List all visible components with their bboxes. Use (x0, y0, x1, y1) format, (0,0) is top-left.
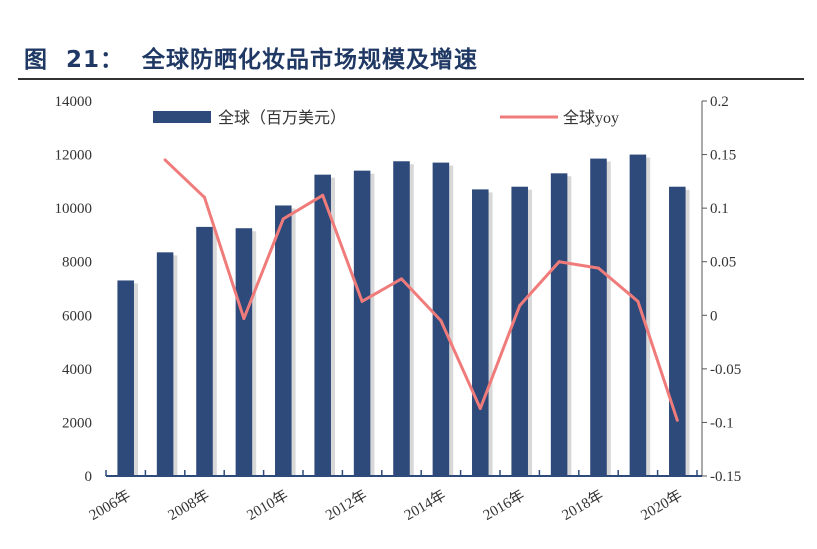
y-left-tick-label: 2000 (62, 415, 92, 431)
yoy-point-2011年 (321, 193, 325, 197)
y-right-tick-label: 0.15 (710, 148, 736, 164)
yoy-point-2017年 (557, 260, 561, 264)
figure-title: 图 21： 全球防晒化妆品市场规模及增速 (24, 40, 478, 74)
y-left-tick-label: 14000 (55, 94, 93, 110)
bar-2007年 (156, 252, 174, 476)
y-left-tick-label: 10000 (55, 201, 93, 217)
bar-2012年 (353, 170, 371, 476)
y-right-tick-label: 0.2 (710, 94, 729, 110)
yoy-line (164, 158, 679, 421)
bar-2015年 (472, 189, 489, 476)
y-right-tick-label: -0.1 (710, 415, 734, 431)
figure-label: 图 21： (24, 47, 125, 73)
title-divider (18, 78, 804, 80)
yoy-point-2010年 (281, 217, 285, 221)
y-right-tick-label: 0.05 (710, 255, 736, 271)
yoy-point-2013年 (400, 277, 403, 281)
bar-2020年 (669, 186, 686, 476)
x-tick-label: 2016年 (480, 487, 527, 524)
x-tick-label: 2006年 (86, 487, 133, 524)
bar-2019年 (629, 154, 647, 477)
y-right-tick-label: -0.15 (710, 469, 741, 485)
bar-2008年 (196, 226, 213, 476)
y-right-tick-label: 0 (710, 308, 718, 324)
x-tick-label: 2008年 (165, 487, 212, 524)
yoy-point-2016年 (518, 304, 522, 308)
bar-2009年 (235, 228, 253, 476)
x-tick-label: 2020年 (638, 487, 685, 524)
yoy-point-2014年 (439, 319, 443, 323)
bar-2006年 (117, 280, 134, 476)
yoy-point-2018年 (597, 266, 600, 270)
legend-label-line: 全球yoy (563, 109, 619, 127)
bar-2010年 (275, 205, 292, 476)
yoy-point-2012年 (360, 299, 364, 303)
y-right-tick-label: -0.05 (710, 362, 741, 378)
yoy-point-2015年 (478, 407, 482, 410)
figure-title-text: 全球防晒化妆品市场规模及增速 (142, 47, 479, 73)
yoy-point-2019年 (636, 299, 640, 303)
x-tick-label: 2012年 (323, 487, 370, 524)
bar-2018年 (590, 158, 607, 476)
bar-2013年 (393, 161, 410, 476)
y-right-tick-label: 0.1 (710, 201, 729, 217)
x-tick-label: 2014年 (401, 487, 448, 524)
bar-2016年 (511, 186, 528, 476)
bar-2011年 (314, 174, 331, 477)
y-left-tick-label: 6000 (62, 308, 92, 324)
y-left-tick-label: 12000 (55, 148, 93, 164)
yoy-point-2008年 (203, 195, 206, 199)
legend-swatch-bar (153, 111, 211, 123)
legend-label-bar: 全球（百万美元） (218, 109, 346, 127)
x-tick-label: 2010年 (244, 487, 291, 524)
y-left-tick-label: 0 (85, 469, 93, 485)
y-left-tick-label: 4000 (62, 362, 92, 378)
yoy-point-2009年 (242, 317, 246, 320)
yoy-point-2020年 (675, 418, 679, 422)
yoy-point-2007年 (163, 158, 167, 162)
y-left-tick-label: 8000 (62, 255, 92, 271)
bar-2017年 (550, 173, 568, 477)
x-tick-label: 2018年 (559, 487, 606, 524)
